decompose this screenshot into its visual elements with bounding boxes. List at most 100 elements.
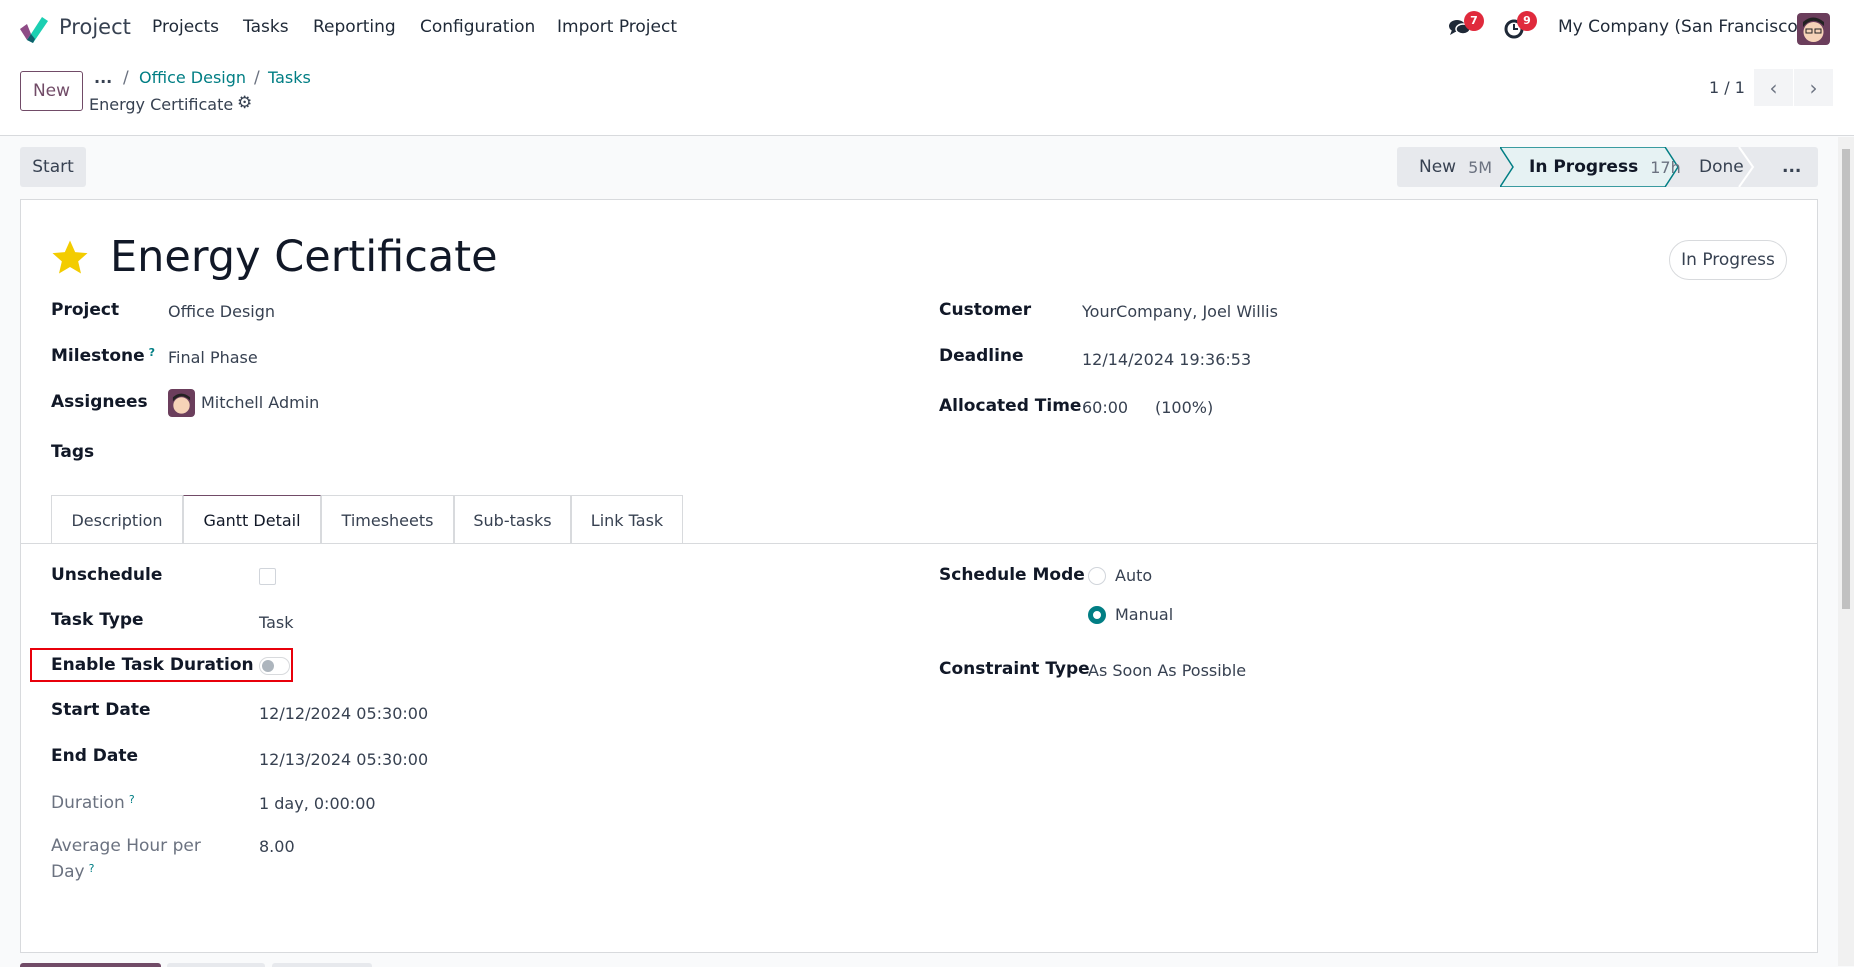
duration-field: 1 day, 0:00:00: [259, 794, 376, 813]
star-icon[interactable]: [50, 238, 90, 278]
toggle-knob: [262, 660, 274, 672]
project-field[interactable]: Office Design: [168, 302, 276, 321]
customer-field[interactable]: YourCompany, Joel Willis: [1082, 302, 1278, 321]
breadcrumb-tasks[interactable]: Tasks: [268, 68, 311, 87]
user-avatar[interactable]: [1797, 13, 1830, 45]
avg-hour-field: 8.00: [259, 837, 295, 856]
menu-projects[interactable]: Projects: [152, 17, 220, 37]
enable-task-duration-label: Enable Task Duration: [51, 655, 254, 675]
task-type-field[interactable]: Task: [259, 613, 294, 632]
milestone-field[interactable]: Final Phase: [168, 348, 258, 367]
messages-badge: 7: [1464, 11, 1484, 31]
radio-auto[interactable]: [1088, 567, 1106, 585]
control-panel: [0, 57, 1854, 136]
tab-description[interactable]: Description: [51, 495, 183, 544]
customer-label: Customer: [939, 300, 1032, 320]
assignee-avatar: [168, 389, 195, 417]
stage-label: New: [1419, 157, 1457, 177]
status-bar: New 5M In Progress 17h Done ...: [1397, 147, 1818, 187]
help-icon[interactable]: ?: [128, 793, 135, 806]
menu-configuration[interactable]: Configuration: [420, 17, 536, 37]
enable-task-duration-toggle[interactable]: [259, 657, 290, 675]
stage-time: 5M: [1468, 157, 1493, 177]
unschedule-checkbox[interactable]: [259, 568, 276, 585]
radio-manual[interactable]: [1088, 606, 1106, 624]
assignees-field[interactable]: Mitchell Admin: [201, 393, 320, 412]
radio-auto-label[interactable]: Auto: [1115, 566, 1153, 585]
start-date-label: Start Date: [51, 700, 151, 720]
menu-tasks[interactable]: Tasks: [243, 17, 289, 37]
constraint-type-label: Constraint Type: [939, 659, 1090, 679]
stage-done[interactable]: Done: [1699, 147, 1744, 187]
activities-badge: 9: [1517, 11, 1537, 31]
stage-more[interactable]: ...: [1782, 147, 1801, 187]
task-type-label: Task Type: [51, 610, 144, 630]
stage-in-progress[interactable]: In Progress 17h: [1529, 147, 1681, 187]
task-title[interactable]: Energy Certificate: [110, 232, 498, 282]
pager-value[interactable]: 1 / 1: [1709, 78, 1745, 97]
stage-new[interactable]: New 5M: [1419, 147, 1492, 187]
chatter-send-message-button[interactable]: [20, 963, 161, 967]
tab-gantt-detail[interactable]: Gantt Detail: [183, 495, 321, 544]
end-date-field[interactable]: 12/13/2024 05:30:00: [259, 750, 429, 769]
constraint-type-field[interactable]: As Soon As Possible: [1088, 661, 1247, 680]
schedule-mode-label: Schedule Mode: [939, 565, 1085, 585]
stage-time: 17h: [1650, 157, 1681, 177]
gear-icon[interactable]: ⚙: [237, 93, 253, 113]
project-label: Project: [51, 300, 120, 320]
active-stage-shape: [1500, 147, 1679, 187]
radio-manual-label[interactable]: Manual: [1115, 605, 1174, 624]
scrollbar[interactable]: [1838, 137, 1854, 966]
tags-field[interactable]: [168, 440, 868, 466]
deadline-field[interactable]: 12/14/2024 19:36:53: [1082, 350, 1252, 369]
duration-label: Duration?: [51, 793, 135, 813]
tabs-divider: [21, 543, 1817, 544]
stage-label: In Progress: [1529, 157, 1639, 177]
label-text: Milestone: [51, 346, 145, 366]
start-date-field[interactable]: 12/12/2024 05:30:00: [259, 704, 429, 723]
avatar-face-icon: [172, 393, 191, 414]
stage-label: ...: [1782, 157, 1802, 177]
stage-label: Done: [1699, 157, 1744, 177]
allocated-time-label: Allocated Time: [939, 396, 1082, 416]
breadcrumb-office-design[interactable]: Office Design: [139, 68, 247, 87]
pager-next-button[interactable]: ›: [1794, 69, 1833, 106]
messages-button[interactable]: 7: [1448, 11, 1484, 41]
pager-previous-button[interactable]: ‹: [1754, 69, 1793, 106]
tab-sub-tasks[interactable]: Sub-tasks: [454, 495, 571, 544]
start-button[interactable]: Start: [20, 147, 86, 187]
project-app-logo-icon[interactable]: [18, 15, 48, 43]
avg-hour-label-line2: Day?: [51, 862, 94, 882]
tab-link-task[interactable]: Link Task: [571, 495, 683, 544]
menu-import-project[interactable]: Import Project: [557, 17, 677, 37]
help-icon[interactable]: ?: [88, 862, 95, 875]
current-record-name: Energy Certificate: [89, 95, 234, 114]
avatar-face-icon: [1803, 17, 1824, 42]
allocated-time-field[interactable]: 60:00: [1082, 398, 1129, 417]
help-icon[interactable]: ?: [148, 346, 156, 359]
new-button[interactable]: New: [20, 71, 83, 111]
label-text: Day: [51, 862, 85, 882]
label-text: Duration: [51, 793, 125, 813]
highlight-box: [30, 648, 293, 682]
tab-timesheets[interactable]: Timesheets: [321, 495, 454, 544]
chevron-right-icon: ›: [1809, 75, 1818, 100]
end-date-label: End Date: [51, 746, 139, 766]
app-name[interactable]: Project: [59, 15, 131, 39]
stage-separator: [1738, 147, 1755, 187]
milestone-label: Milestone?: [51, 346, 155, 366]
top-navbar: Project Projects Tasks Reporting Configu…: [0, 0, 1854, 57]
chatter-activities-button[interactable]: [272, 963, 372, 967]
menu-reporting[interactable]: Reporting: [313, 17, 396, 37]
scrollbar-thumb[interactable]: [1842, 149, 1850, 609]
breadcrumb-more[interactable]: ...: [94, 68, 113, 87]
deadline-label: Deadline: [939, 346, 1024, 366]
chevron-left-icon: ‹: [1769, 75, 1778, 100]
chatter-log-note-button[interactable]: [167, 963, 265, 967]
form-sheet: [20, 199, 1818, 953]
activities-button[interactable]: 9: [1503, 11, 1537, 41]
company-switcher[interactable]: My Company (San Francisco): [1558, 17, 1805, 37]
state-badge[interactable]: In Progress: [1669, 240, 1787, 280]
unschedule-label: Unschedule: [51, 565, 163, 585]
allocated-percentage: (100%): [1155, 398, 1214, 417]
